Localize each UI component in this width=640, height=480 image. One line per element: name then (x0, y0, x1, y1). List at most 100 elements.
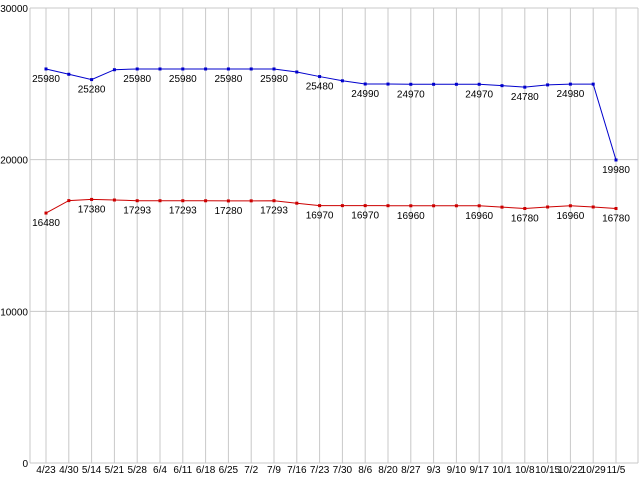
lower-red-series-value-label: 17380 (78, 204, 106, 215)
lower-red-series-point (409, 204, 413, 208)
x-axis-tick-label: 8/27 (401, 465, 421, 476)
lower-red-series-point (204, 199, 208, 203)
lower-red-series-point (67, 199, 71, 203)
upper-blue-series-point (135, 67, 139, 71)
lower-red-series-point (135, 199, 139, 203)
x-axis-tick-label: 11/5 (607, 465, 626, 476)
lower-red-series-point (340, 204, 344, 208)
upper-blue-series-point (204, 67, 208, 71)
lower-red-series-value-label: 16780 (602, 214, 630, 225)
lower-red-series-point (500, 205, 504, 209)
x-axis-tick-label: 6/25 (219, 465, 239, 476)
lower-red-series-point (454, 204, 458, 208)
upper-blue-series-value-label: 25980 (32, 74, 60, 85)
upper-blue-series-value-label: 24970 (465, 89, 493, 100)
x-axis-tick-label: 8/20 (378, 465, 398, 476)
upper-blue-series-point (409, 82, 413, 86)
upper-blue-series-point (363, 82, 367, 86)
x-axis-tick-label: 9/3 (427, 465, 441, 476)
upper-blue-series-value-label: 24970 (397, 89, 425, 100)
x-axis-tick-label: 5/21 (105, 465, 125, 476)
upper-blue-series-point (500, 84, 504, 88)
lower-red-series-value-label: 16960 (465, 211, 493, 222)
y-axis-tick-label: 0 (22, 459, 28, 470)
upper-blue-series-value-label: 25980 (214, 74, 242, 85)
upper-blue-series-point (454, 82, 458, 86)
upper-blue-series-value-label: 25280 (78, 85, 106, 96)
lower-red-series-point (226, 199, 230, 203)
upper-blue-series-point (591, 82, 595, 86)
y-axis-tick-label: 20000 (0, 156, 28, 167)
lower-red-series-value-label: 17280 (214, 206, 242, 217)
x-axis-tick-label: 9/17 (469, 465, 489, 476)
x-axis-tick-label: 6/18 (196, 465, 216, 476)
lower-red-series-value-label: 16480 (32, 218, 60, 229)
y-axis-tick-label: 30000 (0, 4, 28, 15)
upper-blue-series-point (295, 70, 299, 74)
upper-blue-series-point (386, 82, 390, 86)
x-axis-tick-label: 7/16 (287, 465, 307, 476)
lower-red-series-point (112, 198, 116, 202)
x-axis-tick-label: 4/30 (59, 465, 79, 476)
x-axis-tick-label: 5/28 (127, 465, 147, 476)
x-axis-tick-label: 6/11 (173, 465, 192, 476)
lower-red-series-point (295, 201, 299, 205)
lower-red-series-point (546, 205, 550, 209)
x-axis-tick-label: 10/29 (581, 465, 606, 476)
x-axis-tick-label: 10/22 (558, 465, 583, 476)
lower-red-series-point (591, 205, 595, 209)
x-axis-tick-label: 10/15 (535, 465, 560, 476)
upper-blue-series-point (226, 67, 230, 71)
lower-red-series-value-label: 17293 (260, 206, 288, 217)
upper-blue-series-point (568, 82, 572, 86)
lower-red-series-value-label: 17293 (123, 206, 151, 217)
lower-red-series-value-label: 16960 (397, 211, 425, 222)
lower-red-series-point (363, 204, 367, 208)
upper-blue-series-value-label: 25980 (169, 74, 197, 85)
upper-blue-series-point (523, 85, 527, 89)
x-axis-tick-label: 5/14 (82, 465, 102, 476)
lower-red-series-point (249, 199, 253, 203)
x-axis-tick-label: 10/1 (492, 465, 512, 476)
lower-red-series-point (477, 204, 481, 208)
lower-red-series-point (272, 199, 276, 203)
upper-blue-series-point (44, 67, 48, 71)
x-axis-tick-label: 8/6 (358, 465, 372, 476)
upper-blue-series-value-label: 24780 (511, 92, 539, 103)
lower-red-series-point (44, 211, 48, 215)
lower-red-series-point (614, 207, 618, 211)
lower-red-series-point (568, 204, 572, 208)
upper-blue-series-point (272, 67, 276, 71)
lower-red-series-point (432, 204, 436, 208)
lower-red-series-point (318, 204, 322, 208)
x-axis-tick-label: 7/30 (333, 465, 353, 476)
lower-red-series-value-label: 16970 (306, 211, 334, 222)
lower-red-series-point (158, 199, 162, 203)
lower-red-series-value-label: 16960 (556, 211, 584, 222)
x-axis-tick-label: 6/4 (153, 465, 167, 476)
lower-red-series-value-label: 16780 (511, 214, 539, 225)
upper-blue-series-point (546, 83, 550, 87)
lower-red-series-point (523, 207, 527, 211)
upper-blue-series-point (432, 82, 436, 86)
x-axis-tick-label: 7/9 (267, 465, 281, 476)
upper-blue-series-value-label: 25480 (306, 82, 334, 93)
lower-red-series-point (386, 204, 390, 208)
upper-blue-series-point (90, 78, 94, 82)
upper-blue-series-point (249, 67, 253, 71)
upper-blue-series-value-label: 24980 (556, 89, 584, 100)
lower-red-series-value-label: 16970 (351, 211, 379, 222)
upper-blue-series-value-label: 25980 (260, 74, 288, 85)
x-axis-tick-label: 7/2 (244, 465, 258, 476)
lower-red-series-point (90, 197, 94, 201)
upper-blue-series-point (340, 79, 344, 83)
lower-red-series-value-label: 17293 (169, 206, 197, 217)
upper-blue-series-point (112, 68, 116, 72)
x-axis-tick-label: 9/10 (447, 465, 467, 476)
upper-blue-series-point (318, 75, 322, 79)
lower-red-series-path (45, 198, 617, 214)
upper-blue-series-point (181, 67, 185, 71)
x-axis-tick-label: 7/23 (310, 465, 330, 476)
